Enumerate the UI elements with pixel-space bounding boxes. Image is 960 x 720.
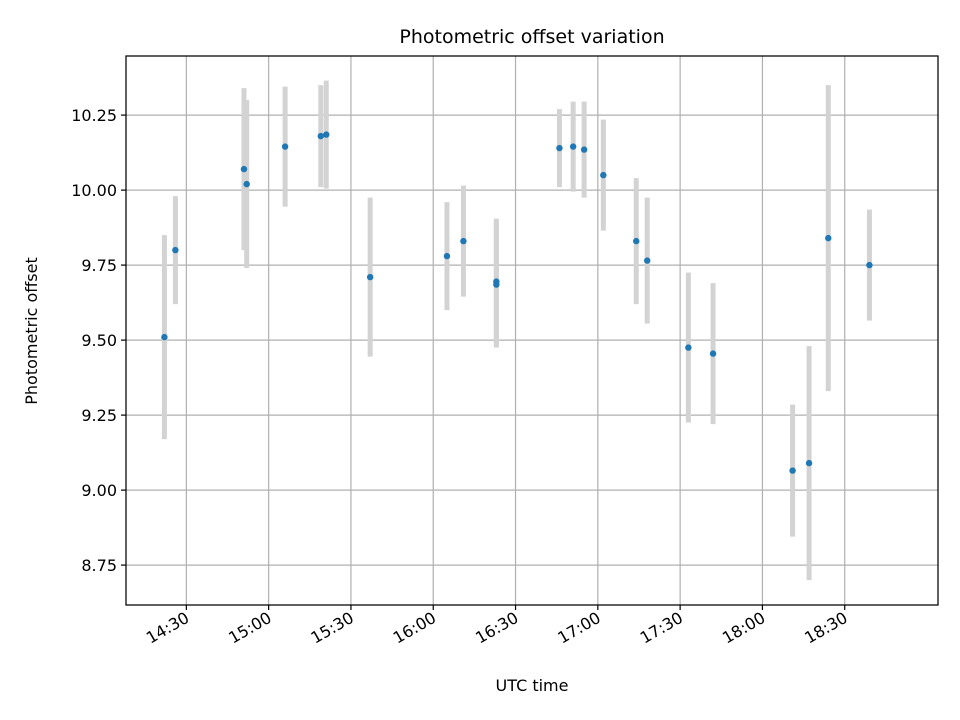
y-axis-label: Photometric offset xyxy=(22,257,41,405)
y-tick-label: 9.00 xyxy=(81,481,117,500)
data-point xyxy=(172,246,179,254)
data-point xyxy=(317,132,324,140)
data-point xyxy=(644,257,651,264)
data-point xyxy=(443,252,451,260)
data-point xyxy=(569,143,577,150)
data-point xyxy=(281,143,289,150)
y-tick-label: 10.25 xyxy=(71,106,117,125)
y-tick-label: 9.75 xyxy=(81,256,117,275)
x-axis-label: UTC time xyxy=(496,676,569,695)
y-tick-label: 9.50 xyxy=(81,331,117,350)
data-point xyxy=(866,261,873,269)
data-point xyxy=(366,273,374,281)
data-point xyxy=(633,237,640,245)
chart-title: Photometric offset variation xyxy=(399,26,664,48)
data-point xyxy=(805,459,813,467)
data-point xyxy=(556,144,563,152)
data-point xyxy=(709,350,717,357)
data-point xyxy=(600,171,607,179)
data-point xyxy=(580,146,588,153)
data-point xyxy=(240,165,248,173)
grid xyxy=(126,56,938,605)
data-points xyxy=(161,131,873,474)
y-tick-label: 8.75 xyxy=(81,556,117,575)
data-point xyxy=(493,281,500,288)
y-tick-label: 10.00 xyxy=(71,181,117,200)
plot-frame xyxy=(125,55,939,606)
data-point xyxy=(825,234,832,242)
data-point xyxy=(460,237,467,245)
data-point xyxy=(685,344,692,351)
data-point xyxy=(789,467,796,474)
data-point xyxy=(161,333,168,341)
data-point xyxy=(243,180,250,188)
y-axis-ticks: 8.75 9.00 9.25 9.50 9.75 10.00 10.25 xyxy=(71,106,126,575)
data-point xyxy=(323,131,330,138)
y-tick-label: 9.25 xyxy=(81,406,117,425)
